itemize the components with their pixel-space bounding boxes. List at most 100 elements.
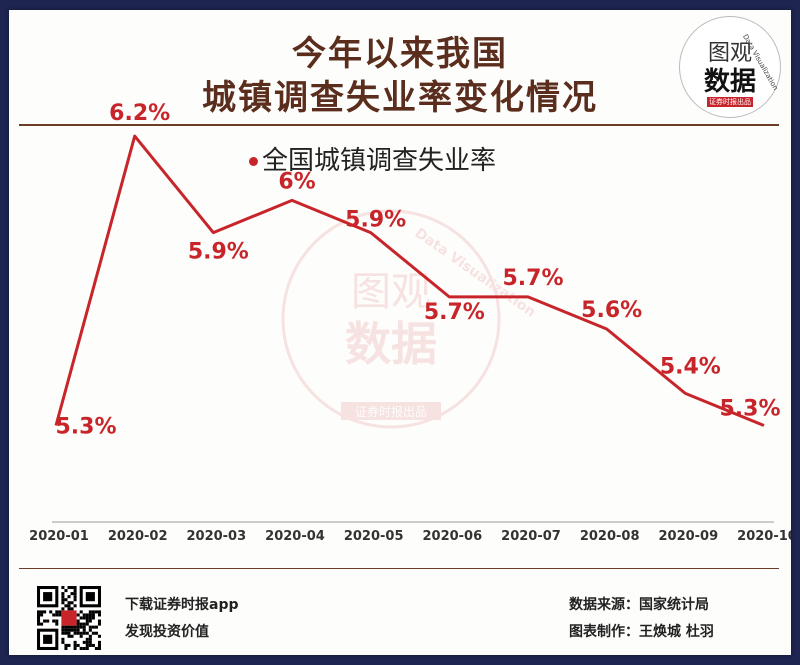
qr-finder xyxy=(43,634,53,644)
data-label: 6.2% xyxy=(109,101,170,126)
qr-module xyxy=(64,625,68,629)
qr-module xyxy=(79,610,83,614)
qr-module xyxy=(61,595,65,599)
qr-module xyxy=(88,637,92,641)
qr-module xyxy=(64,643,68,647)
qr-module xyxy=(64,628,68,632)
qr-module xyxy=(76,619,80,623)
qr-module xyxy=(97,619,101,623)
qr-module xyxy=(91,625,95,629)
qr-module xyxy=(37,622,41,626)
qr-module xyxy=(82,646,86,650)
infographic-card: 今年以来我国 城镇调查失业率变化情况 图观 数据 证券时报出品 Data Vis… xyxy=(9,10,791,655)
watermark-text-top: 图观 xyxy=(351,269,431,315)
qr-module xyxy=(73,586,77,590)
qr-module xyxy=(88,616,92,620)
qr-module xyxy=(37,613,41,617)
qr-module xyxy=(79,622,83,626)
data-label: 5.7% xyxy=(502,266,563,291)
qr-module xyxy=(76,643,80,647)
qr-module xyxy=(88,640,92,644)
qr-module xyxy=(85,640,89,644)
chart-author: 图表制作：王焕城 杜羽 xyxy=(569,624,714,640)
qr-module xyxy=(55,610,59,614)
legend-marker-icon xyxy=(249,157,258,166)
data-label: 6% xyxy=(278,169,315,194)
qr-module xyxy=(46,619,50,623)
x-tick-label: 2020-02 xyxy=(108,529,168,544)
logo-text-bottom: 数据 xyxy=(703,67,756,97)
data-label: 5.9% xyxy=(188,240,249,265)
watermark-text-bottom: 数据 xyxy=(345,317,437,371)
qr-module xyxy=(70,628,74,632)
qr-module xyxy=(73,628,77,632)
qr-module xyxy=(64,598,68,602)
qr-module xyxy=(85,646,89,650)
qr-module xyxy=(61,607,65,611)
qr-module xyxy=(58,610,62,614)
x-tick-label: 2020-10 xyxy=(737,529,791,544)
data-label: 5.6% xyxy=(581,298,642,323)
qr-module xyxy=(55,622,59,626)
qr-module xyxy=(61,628,65,632)
x-tick-label: 2020-04 xyxy=(265,529,325,544)
qr-module xyxy=(67,631,71,635)
qr-module xyxy=(82,628,86,632)
qr-module xyxy=(85,616,89,620)
qr-module xyxy=(73,646,77,650)
qr-module xyxy=(79,634,83,638)
qr-module xyxy=(67,604,71,608)
header-divider xyxy=(19,124,779,126)
qr-module xyxy=(61,637,65,641)
qr-module xyxy=(97,613,101,617)
qr-module xyxy=(97,622,101,626)
qr-module xyxy=(58,613,62,617)
qr-module xyxy=(67,625,71,629)
qr-module xyxy=(64,589,68,593)
qr-module xyxy=(61,625,65,629)
watermark-ring xyxy=(281,209,501,429)
qr-module xyxy=(43,610,47,614)
qr-module xyxy=(88,610,92,614)
qr-finder xyxy=(85,592,95,602)
footer-app-text: 下载证券时报app xyxy=(125,597,239,613)
x-tick-label: 2020-05 xyxy=(344,529,404,544)
x-tick-label: 2020-09 xyxy=(658,529,718,544)
qr-module xyxy=(85,631,89,635)
qr-module xyxy=(40,613,44,617)
watermark-logo: 图观 数据 证券时报出品 Data Visualization xyxy=(281,209,538,429)
qr-module xyxy=(82,625,86,629)
qr-module xyxy=(82,640,86,644)
x-tick-label: 2020-06 xyxy=(422,529,482,544)
qr-module xyxy=(76,631,80,635)
qr-module xyxy=(94,625,98,629)
chart-legend: 全国城镇调查失业率 xyxy=(249,140,496,177)
qr-module xyxy=(85,643,89,647)
qr-module xyxy=(67,643,71,647)
qr-module xyxy=(67,607,71,611)
watermark-tag: 证券时报出品 xyxy=(355,404,427,419)
qr-module xyxy=(97,646,101,650)
qr-module xyxy=(70,586,74,590)
qr-module xyxy=(37,610,41,614)
qr-module xyxy=(73,625,77,629)
qr-module xyxy=(88,619,92,623)
qr-module xyxy=(91,616,95,620)
qr-code-icon xyxy=(37,586,101,650)
series-line xyxy=(54,134,765,427)
qr-module xyxy=(55,613,59,617)
qr-module xyxy=(61,592,65,596)
qr-module xyxy=(67,595,71,599)
qr-module xyxy=(85,637,89,641)
footer-slogan: 发现投资价值 xyxy=(125,624,209,640)
x-tick-label: 2020-03 xyxy=(186,529,246,544)
logo-tag: 证券时报出品 xyxy=(707,97,753,107)
qr-finder xyxy=(43,592,53,602)
qr-module xyxy=(67,628,71,632)
qr-module xyxy=(67,634,71,638)
qr-module xyxy=(94,631,98,635)
qr-module xyxy=(70,625,74,629)
qr-module xyxy=(85,613,89,617)
data-label: 5.3% xyxy=(55,415,116,440)
qr-module xyxy=(73,631,77,635)
